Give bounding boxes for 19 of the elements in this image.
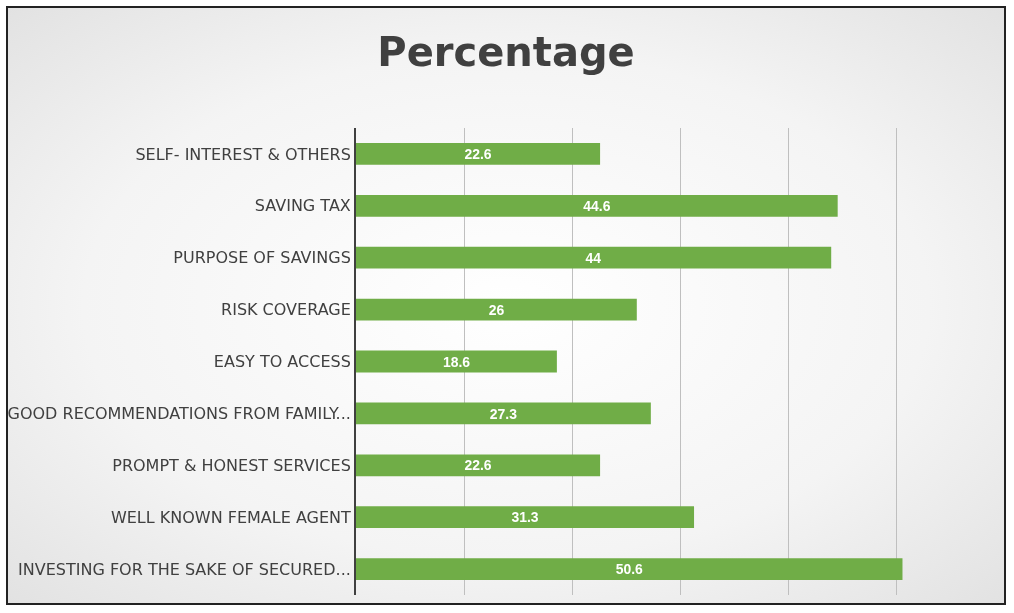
y-tick-label: PROMPT & HONEST SERVICES	[112, 455, 351, 475]
data-label: 50.6	[615, 561, 644, 578]
data-label: 22.6	[464, 457, 492, 474]
y-tick-label: SELF- INTEREST & OTHERS	[135, 144, 351, 164]
y-tick-label: WELL KNOWN FEMALE AGENT	[110, 507, 352, 527]
y-tick-label: INVESTING FOR THE SAKE OF SECURED...	[18, 559, 351, 579]
data-label: 44.6	[583, 197, 611, 214]
data-label: 31.3	[511, 509, 539, 526]
y-tick-label: PURPOSE OF SAVINGS	[173, 248, 351, 268]
data-label: 44	[585, 249, 602, 266]
data-label: 18.6	[442, 353, 471, 370]
data-label: 27.3	[489, 405, 518, 422]
y-tick-label: EASY TO ACCESS	[213, 352, 351, 372]
data-label: 22.6	[464, 146, 492, 163]
data-label: 26	[488, 301, 505, 318]
y-tick-label: GOOD RECOMMENDATIONS FROM FAMILY...	[7, 403, 351, 423]
y-tick-label: RISK COVERAGE	[221, 300, 351, 320]
y-tick-label: SAVING TAX	[254, 196, 351, 216]
chart-title: Percentage	[377, 28, 635, 75]
